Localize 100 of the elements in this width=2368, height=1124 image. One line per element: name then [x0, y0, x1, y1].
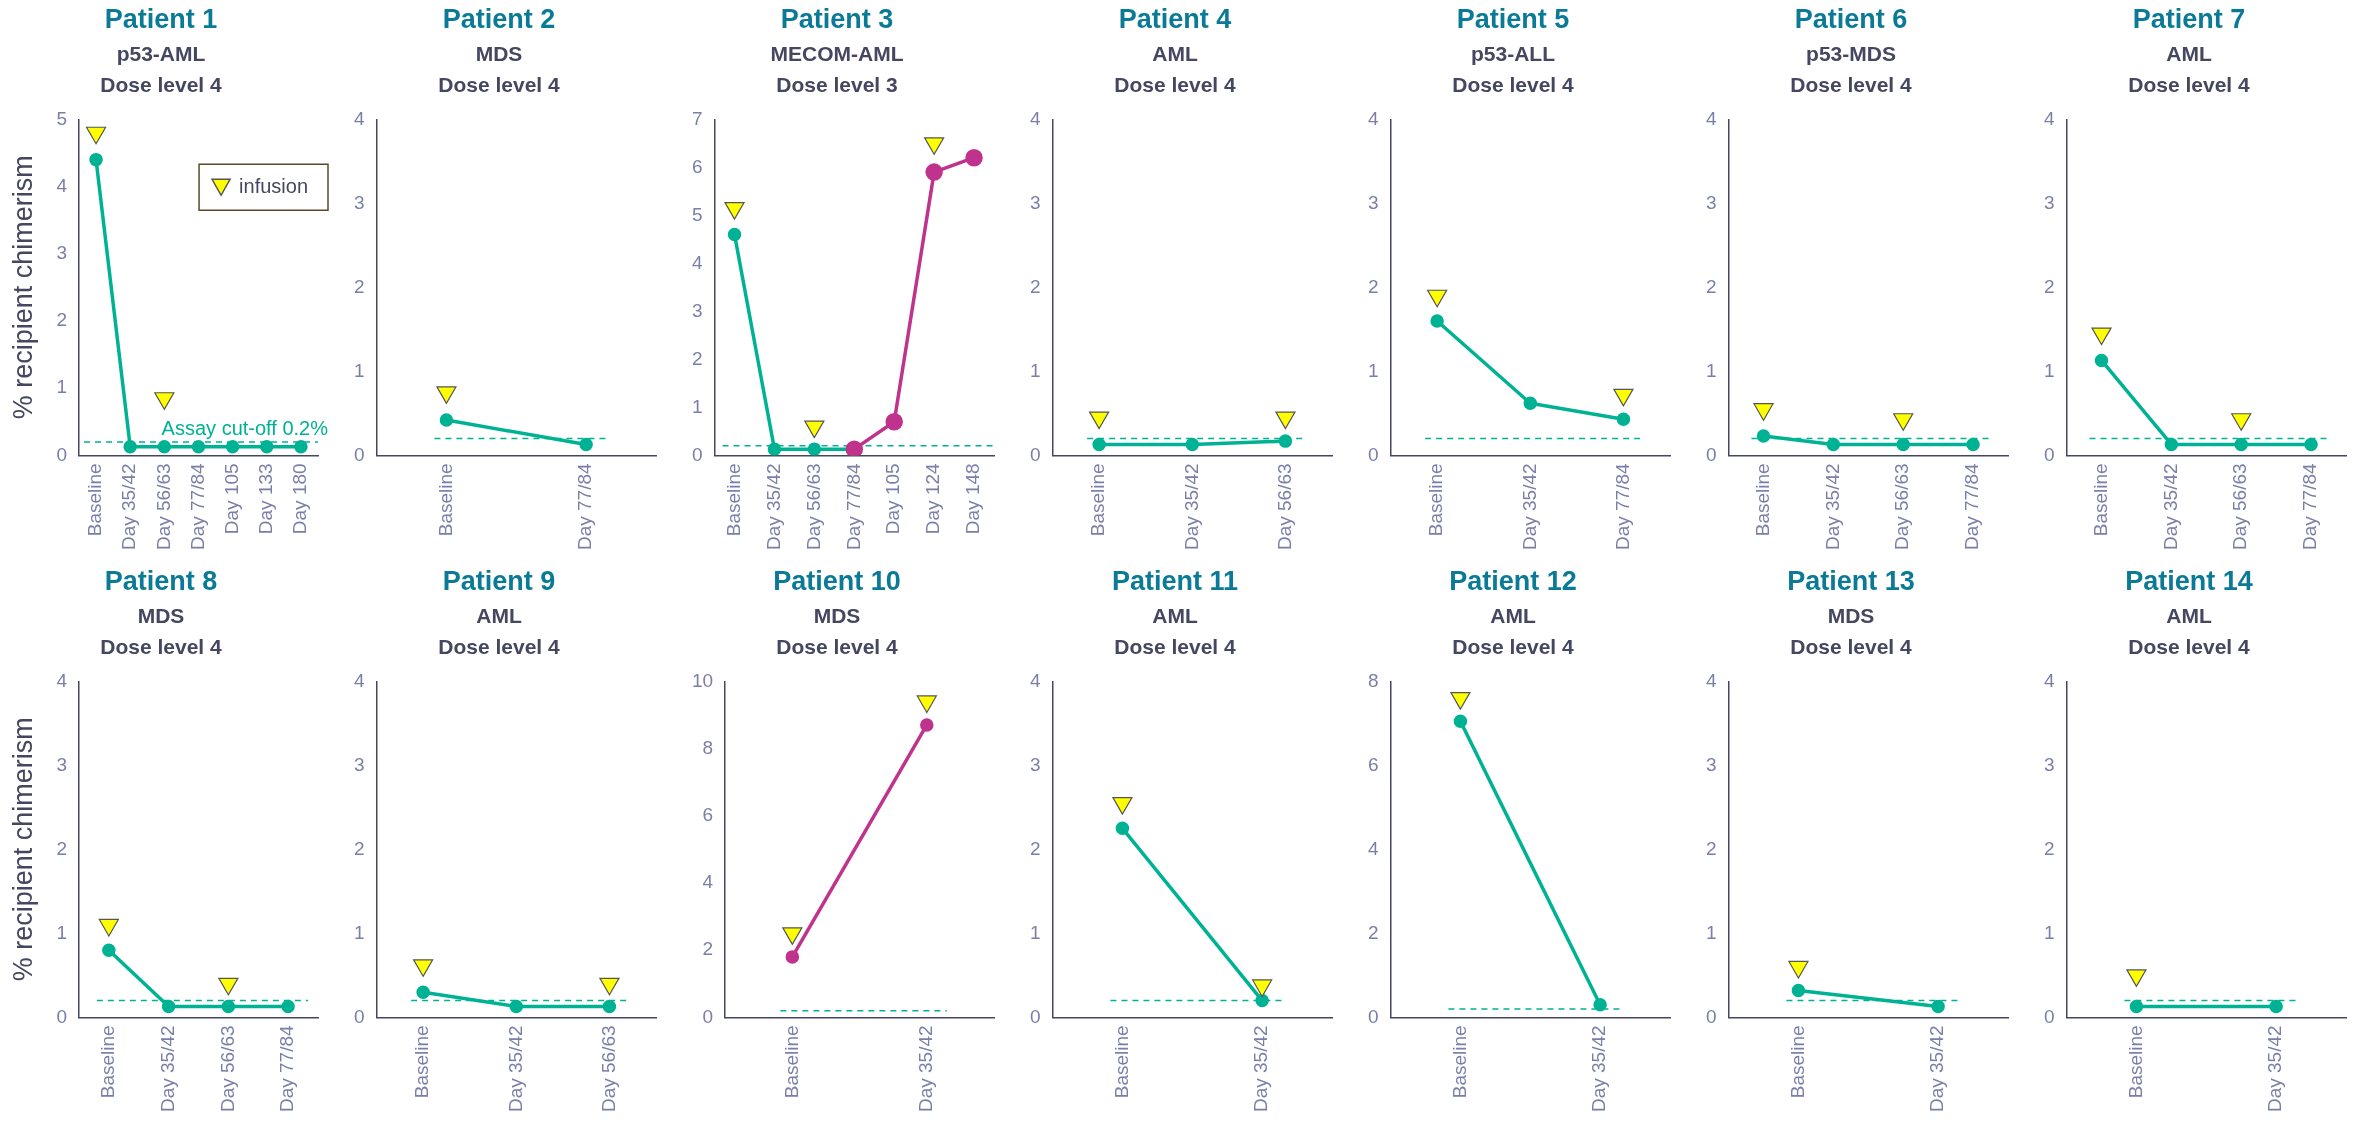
x-tick-label: Baseline [411, 1025, 433, 1099]
chart-subtitle: AML Dose level 4 [1114, 42, 1237, 96]
chart-title: Patient 11 [1111, 565, 1239, 596]
legend-label: infusion [239, 174, 308, 197]
y-tick-label: 1 [2043, 921, 2055, 943]
y-tick-label: 4 [353, 669, 365, 691]
y-tick-label: 1 [353, 359, 365, 381]
x-tick-label: Day 77/84 [2299, 462, 2321, 551]
x-tick-label: Baseline [1751, 463, 1773, 537]
y-tick-label: 4 [1029, 107, 1041, 129]
y-tick-label: 3 [1029, 753, 1041, 775]
x-tick-label: Day 35/42 [1180, 463, 1202, 551]
y-tick-label: 0 [1705, 1005, 1717, 1027]
chart-subtitle: MDS Dose level 4 [438, 42, 561, 96]
y-tick-label: 0 [1029, 1005, 1041, 1027]
x-tick-label: Baseline [1425, 463, 1447, 537]
y-tick-label: 4 [2043, 669, 2055, 691]
y-tick-label: 4 [353, 107, 365, 129]
chart-title: Patient 8 [104, 565, 218, 596]
x-tick-label: Day 35/42 [1588, 1025, 1610, 1113]
y-tick-label: 0 [2043, 443, 2055, 465]
y-axis-title: % recipient chimerism [7, 155, 38, 420]
x-tick-label: Baseline [84, 463, 106, 537]
x-tick-label: Day 77/84 [1611, 462, 1633, 551]
x-tick-label: Day 35/42 [2159, 463, 2181, 551]
y-tick-label: 10 [691, 669, 714, 691]
x-tick-label: Day 56/63 [152, 463, 174, 551]
chart-subtitle: MDS Dose level 4 [100, 604, 223, 658]
x-tick-label: Day 35/42 [1821, 463, 1843, 551]
x-tick-label: Baseline [1448, 1025, 1470, 1099]
y-tick-label: 7 [691, 107, 703, 129]
chart-subtitle: p53-AML Dose level 4 [100, 42, 223, 96]
y-tick-label: 1 [691, 395, 703, 417]
x-tick-label: Day 77/84 [842, 462, 864, 551]
x-tick-label: Day 35/42 [762, 463, 784, 551]
x-tick-label: Day 56/63 [597, 1025, 619, 1113]
x-tick-label: Baseline [1786, 1025, 1808, 1099]
y-tick-label: 2 [691, 347, 703, 369]
x-tick-label: Day 35/42 [1926, 1025, 1948, 1113]
y-tick-label: 1 [1705, 921, 1717, 943]
x-tick-label: Baseline [1110, 1025, 1132, 1099]
y-tick-label: 4 [56, 174, 68, 196]
y-tick-label: 3 [353, 191, 365, 213]
y-tick-label: 6 [1367, 753, 1379, 775]
y-tick-label: 4 [702, 871, 714, 893]
y-tick-label: 0 [702, 1005, 714, 1027]
y-tick-label: 3 [1705, 753, 1717, 775]
y-tick-label: 1 [1029, 921, 1041, 943]
x-tick-label: Day 35/42 [1518, 463, 1540, 551]
y-tick-label: 8 [702, 736, 714, 758]
y-tick-label: 4 [1705, 669, 1717, 691]
y-tick-label: 4 [2043, 107, 2055, 129]
x-tick-label: Baseline [2089, 463, 2111, 537]
y-tick-label: 0 [56, 1005, 67, 1027]
x-tick-label: Day 77/84 [276, 1024, 298, 1113]
y-tick-label: 2 [1367, 275, 1379, 297]
y-tick-label: 3 [1367, 191, 1379, 213]
x-tick-label: Day 56/63 [2229, 463, 2251, 551]
y-tick-label: 3 [353, 753, 365, 775]
y-tick-label: 6 [702, 803, 714, 825]
y-tick-label: 2 [2043, 275, 2055, 297]
y-tick-label: 3 [1705, 191, 1717, 213]
y-tick-label: 1 [1029, 359, 1041, 381]
x-tick-label: Day 77/84 [1961, 462, 1983, 551]
y-tick-label: 3 [1029, 191, 1041, 213]
x-tick-label: Day 56/63 [1273, 463, 1295, 551]
y-tick-label: 0 [353, 1005, 365, 1027]
y-tick-label: 1 [1705, 359, 1717, 381]
y-tick-label: 2 [702, 938, 714, 960]
point [807, 442, 822, 456]
x-tick-label: Day 56/63 [216, 1025, 238, 1113]
x-tick-label: Day 35/42 [156, 1025, 178, 1113]
y-tick-label: 0 [1367, 1005, 1379, 1027]
y-tick-label: 4 [691, 251, 703, 273]
x-tick-label: Day 77/84 [574, 462, 596, 551]
y-tick-label: 3 [2043, 753, 2055, 775]
y-tick-label: 0 [2043, 1005, 2055, 1027]
y-tick-label: 8 [1367, 669, 1379, 691]
chart-title: Patient 4 [1118, 3, 1232, 34]
y-tick-label: 2 [1029, 837, 1041, 859]
chart-subtitle: AML Dose level 4 [1114, 604, 1237, 658]
y-tick-label: 3 [2043, 191, 2055, 213]
y-tick-label: 4 [1029, 669, 1041, 691]
y-tick-label: 1 [2043, 359, 2055, 381]
y-tick-label: 2 [1705, 837, 1717, 859]
x-tick-label: Day 105 [882, 463, 904, 535]
chart-subtitle: p53-ALL Dose level 4 [1452, 42, 1575, 96]
chart-subtitle: MDS Dose level 4 [776, 604, 899, 658]
y-tick-label: 1 [353, 921, 365, 943]
x-tick-label: Baseline [722, 463, 744, 537]
y-tick-label: 4 [1705, 107, 1717, 129]
chart-subtitle: AML Dose level 4 [438, 604, 561, 658]
ref-line-label: Assay cut-off 0.2% [161, 417, 329, 440]
point [767, 442, 782, 456]
x-tick-label: Baseline [1087, 463, 1109, 537]
x-tick-label: Day 148 [962, 463, 984, 535]
y-tick-label: 2 [56, 309, 67, 331]
y-tick-label: 6 [691, 155, 703, 177]
x-tick-label: Day 180 [289, 463, 311, 535]
y-tick-label: 3 [691, 299, 703, 321]
